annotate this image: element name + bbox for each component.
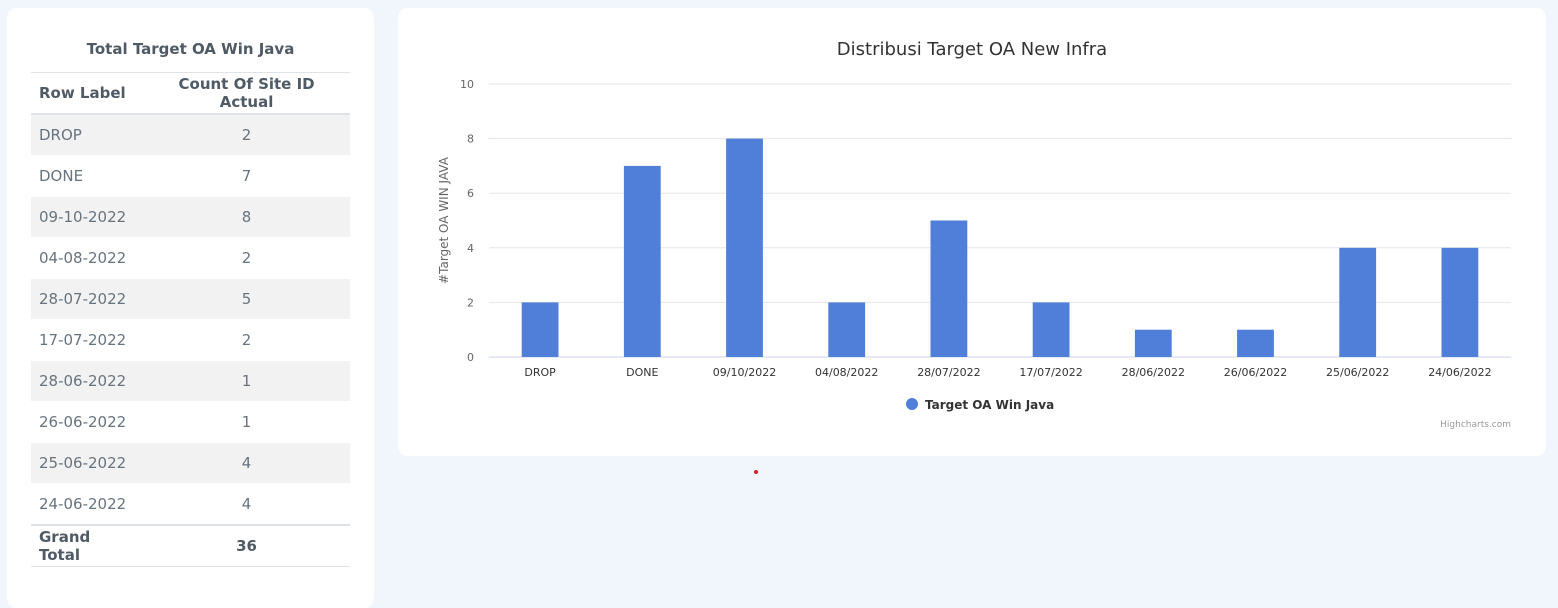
- row-label: 28-06-2022: [31, 360, 144, 402]
- y-axis-label: #Target OA WIN JAVA: [437, 156, 451, 284]
- bar: [930, 220, 968, 357]
- row-label: 26-06-2022: [31, 401, 144, 443]
- x-tick-label: 04/08/2022: [815, 366, 878, 379]
- x-tick-label: 28/06/2022: [1122, 366, 1185, 379]
- row-label: 24-06-2022: [31, 483, 144, 526]
- y-tick-label: 6: [467, 187, 474, 200]
- y-tick-label: 4: [467, 242, 474, 255]
- row-count: 2: [143, 319, 350, 361]
- chart-card: Distribusi Target OA New Infra 0 2 4 6 8 10 #Ta…: [398, 8, 1546, 456]
- row-label: 25-06-2022: [31, 442, 144, 484]
- row-count: 1: [143, 360, 350, 402]
- y-tick-label: 8: [467, 133, 474, 146]
- table-row: 28-06-2022 1: [31, 360, 350, 402]
- row-count: 1: [143, 401, 350, 443]
- x-tick-label: 24/06/2022: [1428, 366, 1491, 379]
- bar: [1032, 302, 1070, 357]
- row-count: 5: [143, 278, 350, 320]
- row-count: 4: [143, 483, 350, 526]
- x-tick-label: 17/07/2022: [1019, 366, 1082, 379]
- header-count: Count Of Site ID Actual: [143, 72, 350, 115]
- row-label: 09-10-2022: [31, 196, 144, 238]
- bar: [623, 165, 661, 357]
- bar: [1339, 247, 1377, 357]
- legend-marker: [906, 398, 918, 410]
- credits-label: Highcharts.com: [1440, 420, 1511, 430]
- x-tick-label: 25/06/2022: [1326, 366, 1389, 379]
- y-tick-label: 2: [467, 296, 474, 309]
- bar: [1237, 329, 1274, 357]
- row-label: DONE: [31, 155, 144, 197]
- legend-label: Target OA Win Java: [925, 398, 1054, 412]
- row-count: 4: [143, 442, 350, 484]
- bar-chart: Distribusi Target OA New Infra 0 2 4 6 8 10 #Ta…: [437, 39, 1511, 430]
- table-row: 26-06-2022 1: [31, 401, 350, 443]
- y-tick-label: 10: [460, 78, 474, 91]
- x-tick-label: DROP: [524, 366, 556, 379]
- row-label: 28-07-2022: [31, 278, 144, 320]
- table-row: DROP 2: [31, 114, 350, 156]
- table-row: 04-08-2022 2: [31, 237, 350, 279]
- marker-dot: [754, 470, 758, 474]
- table-row: 17-07-2022 2: [31, 319, 350, 361]
- header-row-label: Row Label: [31, 72, 144, 115]
- table-row: 09-10-2022 8: [31, 196, 350, 238]
- pivot-table-card: Total Target OA Win Java Row Label Count…: [7, 8, 374, 608]
- bar: [828, 302, 866, 357]
- row-label: DROP: [31, 114, 144, 156]
- table-row: DONE 7: [31, 155, 350, 197]
- x-tick-label: DONE: [626, 366, 658, 379]
- grand-total-count: 36: [143, 524, 350, 567]
- row-label: 17-07-2022: [31, 319, 144, 361]
- bar: [1134, 329, 1172, 357]
- row-count: 8: [143, 196, 350, 238]
- table-header-row: Row Label Count Of Site ID Actual: [31, 72, 350, 115]
- table-title: Total Target OA Win Java: [86, 40, 295, 58]
- x-tick-label: 09/10/2022: [713, 366, 776, 379]
- y-tick-label: 0: [467, 351, 474, 364]
- grand-total-label: Grand Total: [31, 524, 144, 567]
- table-row: 25-06-2022 4: [31, 442, 350, 484]
- row-label: 04-08-2022: [31, 237, 144, 279]
- pivot-table: Row Label Count Of Site ID Actual DROP 2…: [31, 72, 350, 567]
- chart-title: Distribusi Target OA New Infra: [837, 39, 1107, 60]
- bar: [726, 138, 763, 357]
- x-tick-label: 26/06/2022: [1224, 366, 1287, 379]
- row-count: 2: [143, 237, 350, 279]
- bar: [521, 302, 559, 357]
- grand-total-row: Grand Total 36: [31, 524, 350, 567]
- row-count: 2: [143, 114, 350, 156]
- table-row: 28-07-2022 5: [31, 278, 350, 320]
- table-row: 24-06-2022 4: [31, 483, 350, 526]
- row-count: 7: [143, 155, 350, 197]
- x-tick-label: 28/07/2022: [917, 366, 980, 379]
- bar: [1441, 247, 1479, 357]
